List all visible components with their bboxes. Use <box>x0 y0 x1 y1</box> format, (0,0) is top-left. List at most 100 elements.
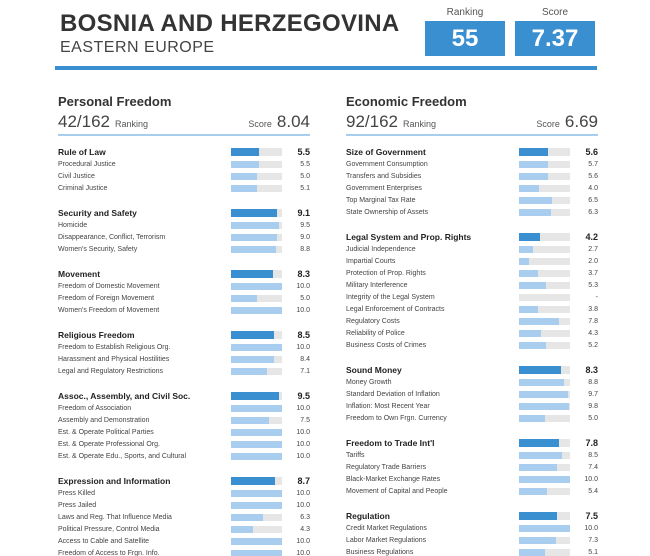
indicator-name: Business Costs of Crimes <box>346 341 427 349</box>
indicator-row: Harassment and Physical Hostilities 8.4 <box>58 353 310 365</box>
indicator-name: Impartial Courts <box>346 257 396 265</box>
score-label: Score <box>248 119 272 129</box>
category-row: Freedom to Trade Int'l 7.8 <box>346 436 598 449</box>
indicator-score: 8.5 <box>588 451 598 459</box>
score-bar-fill <box>519 451 563 459</box>
indicator-score: 10.0 <box>296 549 310 556</box>
overall-ranking: Ranking 55 <box>425 5 505 56</box>
indicator-score: 5.5 <box>300 160 310 168</box>
indicator-score: 5.6 <box>588 172 598 180</box>
score-bar <box>519 414 570 422</box>
score-bar <box>231 147 282 156</box>
score-bar <box>231 501 282 509</box>
category-name: Security and Safety <box>58 207 137 218</box>
category-row: Security and Safety 9.1 <box>58 206 310 219</box>
indicator-row: Integrity of the Legal System - <box>346 291 598 303</box>
indicator-name: Tariffs <box>346 451 365 459</box>
indicator-score: 7.1 <box>300 367 310 375</box>
score-bar <box>519 257 570 265</box>
indicator-name: Women's Security, Safety <box>58 245 138 253</box>
indicator-score: 10.0 <box>296 428 310 436</box>
score-bar-fill <box>519 184 540 192</box>
score-bar-fill <box>231 428 282 436</box>
indicator-score: 9.7 <box>588 390 598 398</box>
indicator-score: 7.5 <box>300 416 310 424</box>
category-section: Assoc., Assembly, and Civil Soc. 9.5 Freed… <box>58 389 310 462</box>
indicator-score: 5.7 <box>588 160 598 168</box>
score-bar <box>519 341 570 349</box>
indicator-score: 10.0 <box>296 343 310 351</box>
score-bar-fill <box>519 269 538 277</box>
indicator-row: Top Marginal Tax Rate 6.5 <box>346 194 598 206</box>
indicator-score: 10.0 <box>296 282 310 290</box>
indicator-score: 4.0 <box>588 184 598 192</box>
indicator-name: Movement of Capital and People <box>346 487 448 495</box>
rank-value: 92/162 <box>346 112 398 131</box>
indicator-row: Homicide 9.5 <box>58 219 310 231</box>
indicator-name: Criminal Justice <box>58 184 108 192</box>
category-name: Rule of Law <box>58 146 106 157</box>
score-bar <box>519 451 570 459</box>
indicator-name: Freedom of Domestic Movement <box>58 282 160 290</box>
score-bar-fill <box>231 343 282 351</box>
indicator-row: Government Consumption 5.7 <box>346 158 598 170</box>
score-bar-fill <box>519 172 548 180</box>
score-label: Score <box>541 7 569 18</box>
indicator-row: Black-Market Exchange Rates 10.0 <box>346 473 598 485</box>
category-score: 4.2 <box>585 231 598 242</box>
column-title: Economic Freedom <box>346 94 467 109</box>
indicator-score: 10.0 <box>584 475 598 483</box>
indicator-row: Women's Security, Safety 8.8 <box>58 243 310 255</box>
category-name: Religious Freedom <box>58 329 135 340</box>
score-bar <box>231 245 282 253</box>
indicator-row: Freedom to Own Frgn. Currency 5.0 <box>346 412 598 424</box>
indicator-name: Assembly and Demonstration <box>58 416 150 424</box>
indicator-name: Est. & Operate Political Parties <box>58 428 154 436</box>
score-bar-fill <box>519 317 559 325</box>
indicator-row: Government Enterprises 4.0 <box>346 182 598 194</box>
score-bar-fill <box>519 196 553 204</box>
score-bar <box>519 269 570 277</box>
score-bar-fill <box>519 487 547 495</box>
score-bar-fill <box>519 414 545 422</box>
indicator-name: Regulatory Costs <box>346 317 400 325</box>
indicator-row: Women's Freedom of Movement 10.0 <box>58 304 310 316</box>
score-bar <box>231 330 282 339</box>
rank-score-line: 92/162 Ranking Score 6.69 <box>346 112 598 136</box>
indicator-row: Est. & Operate Edu., Sports, and Cultura… <box>58 450 310 462</box>
score-bar-fill <box>519 281 547 289</box>
score-bar-fill <box>231 355 274 363</box>
category-section: Expression and Information 8.7 Press Kille… <box>58 474 310 556</box>
score-bar <box>231 221 282 229</box>
category-section: Size of Government 5.6 Government Consumpt… <box>346 145 598 218</box>
indicator-name: Military Interference <box>346 281 408 289</box>
indicator-row: Freedom of Access to Frgn. Info. 10.0 <box>58 547 310 556</box>
score-bar-fill <box>231 330 275 339</box>
indicator-name: Harassment and Physical Hostilities <box>58 355 170 363</box>
score-bar-fill <box>519 475 570 483</box>
indicator-score: 10.0 <box>296 404 310 412</box>
score-label: Score <box>536 119 560 129</box>
indicator-row: Regulatory Costs 7.8 <box>346 315 598 327</box>
score-bar-fill <box>231 440 282 448</box>
indicator-score: 5.0 <box>588 414 598 422</box>
indicator-row: Judicial Independence 2.7 <box>346 243 598 255</box>
indicator-row: Freedom to Establish Religious Org. 10.0 <box>58 341 310 353</box>
rank-label: Ranking <box>115 119 149 129</box>
indicator-score: 10.0 <box>584 524 598 532</box>
indicator-row: Freedom of Domestic Movement 10.0 <box>58 280 310 292</box>
indicator-score: 10.0 <box>296 452 310 460</box>
economic-freedom-column: Economic Freedom 92/162 Ranking Score 6.69 Si… <box>346 94 598 556</box>
score-bar <box>519 365 570 374</box>
score-bar-fill <box>231 489 282 497</box>
indicator-score: 8.8 <box>588 378 598 386</box>
score-bar <box>231 306 282 314</box>
score-bar-fill <box>519 341 546 349</box>
score-bar <box>231 404 282 412</box>
indicator-row: Access to Cable and Satellite 10.0 <box>58 535 310 547</box>
score-bar-fill <box>231 513 264 521</box>
score-bar-fill <box>519 160 549 168</box>
indicator-name: Press Killed <box>58 489 95 497</box>
score-bar <box>519 317 570 325</box>
category-row: Assoc., Assembly, and Civil Soc. 9.5 <box>58 389 310 402</box>
